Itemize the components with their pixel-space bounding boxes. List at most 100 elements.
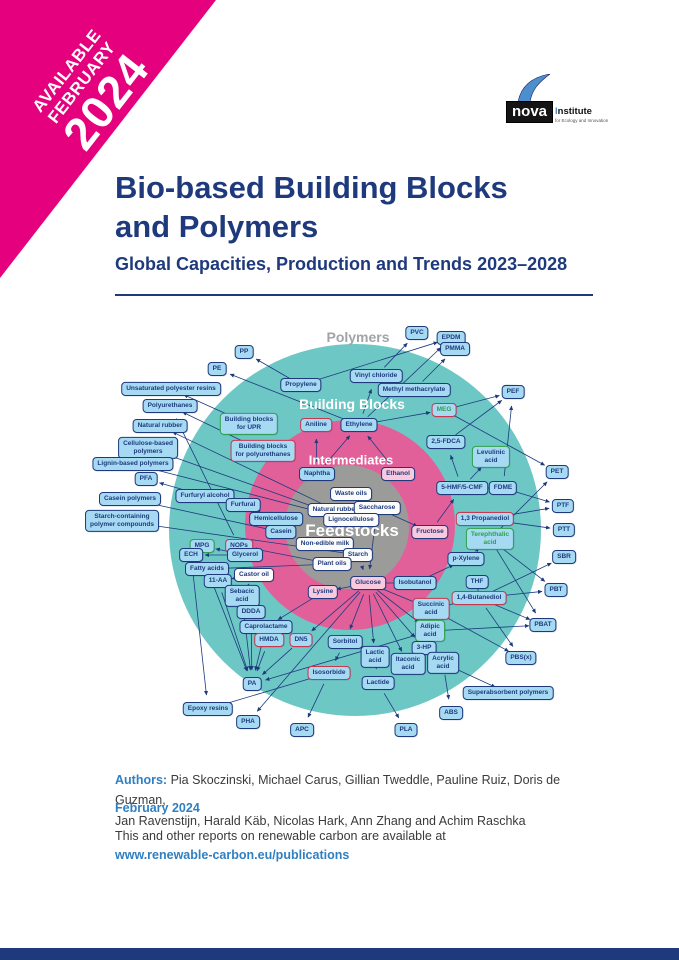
node-aa11: 11-AA — [203, 573, 233, 589]
title-line1: Bio-based Building Blocks — [115, 170, 508, 205]
authors-line2: Jan Ravenstijn, Harald Käb, Nicolas Hark… — [115, 813, 526, 828]
node-lignocellulose: Lignocellulose — [323, 512, 379, 528]
node-caseinpoly: Casein polymers — [98, 491, 162, 507]
node-lysine: Lysine — [307, 584, 339, 600]
footer-bar — [0, 948, 679, 960]
node-fdme: FDME — [488, 480, 518, 496]
diagram: Polymers Building Blocks Intermediates Feed… — [0, 318, 679, 750]
authors-label: Authors: — [115, 772, 168, 787]
node-hmf: 5-HMF/5-CMF — [436, 480, 488, 496]
node-pdo13: 1,3 Propanediol — [455, 511, 515, 527]
node-upresins: Unsaturated polyester resins — [121, 381, 221, 397]
node-ptt: PTT — [552, 522, 576, 538]
node-cellpoly: Cellulose-based polymers — [118, 436, 178, 460]
node-mma: Methyl methacrylate — [377, 382, 451, 398]
node-fructose: Fructose — [411, 524, 449, 540]
node-pxylene: p-Xylene — [447, 551, 485, 567]
node-adipic: Adipic acid — [415, 619, 445, 643]
node-pha: PHA — [236, 714, 260, 730]
node-itaconic: Itaconic acid — [390, 652, 426, 676]
node-pvc: PVC — [405, 325, 429, 341]
node-propylene: Propylene — [280, 377, 322, 393]
node-sebacic: Sebacic acid — [224, 584, 260, 608]
node-pa: PA — [242, 676, 262, 692]
node-ddda: DDDA — [236, 604, 266, 620]
node-pef: PEF — [501, 384, 525, 400]
node-pla: PLA — [394, 722, 418, 738]
node-starchpoly: Starch-containing polymer compounds — [85, 509, 159, 533]
node-hmda: HMDA — [254, 632, 284, 648]
node-sorbitol: Sorbitol — [327, 634, 363, 650]
logo-wordmark: nova Institute for Ecology and Innovatio… — [506, 101, 608, 123]
node-bbupr: Building blocks for UPR — [219, 412, 279, 436]
node-fdca: 2,5-FDCA — [426, 434, 466, 450]
node-tpa: Terephthalic acid — [465, 527, 515, 551]
ring-label-polymers: Polymers — [326, 329, 390, 345]
node-pet: PET — [545, 464, 569, 480]
node-furfural: Furfural — [225, 497, 261, 513]
node-milk: Non-edible milk — [295, 536, 355, 552]
node-pbsx: PBS(x) — [505, 650, 537, 666]
institute-label: Institute — [555, 105, 592, 117]
node-hemicellulose: Hemicellulose — [249, 511, 303, 527]
title-divider — [115, 294, 593, 296]
node-pur: Polyurethanes — [142, 398, 198, 414]
nova-institute-logo: nova Institute for Ecology and Innovatio… — [506, 74, 621, 129]
node-abs: ABS — [439, 705, 463, 721]
node-sbr: SBR — [552, 549, 576, 565]
note-text: This and other reports on renewable carb… — [115, 829, 446, 843]
node-apc: APC — [290, 722, 314, 738]
node-isobutanol: Isobutanol — [393, 575, 437, 591]
page-title: Bio-based Building Blocks and Polymers — [115, 168, 508, 246]
nova-swoosh-icon — [517, 74, 551, 102]
title-line2: and Polymers — [115, 209, 319, 245]
node-isosorbide: Isosorbide — [307, 665, 351, 681]
node-casein: Casein — [265, 524, 297, 540]
publication-date: February 2024 — [115, 801, 200, 815]
node-natrub_o: Natural rubber — [132, 418, 188, 434]
node-levulinic: Levulinic acid — [471, 445, 511, 469]
ring-label-building-blocks: Building Blocks — [299, 396, 405, 412]
node-acrylic: Acrylic acid — [427, 651, 459, 675]
node-ethylene: Ethylene — [340, 417, 378, 433]
node-pfa: PFA — [134, 471, 158, 487]
node-pbat: PBAT — [529, 617, 557, 633]
publications-link[interactable]: www.renewable-carbon.eu/publications — [115, 847, 350, 862]
node-thf: THF — [465, 574, 489, 590]
ring-label-intermediates: Intermediates — [308, 452, 394, 468]
node-pp: PP — [234, 344, 254, 360]
node-lactide: Lactide — [361, 675, 395, 691]
node-wasteoils: Waste oils — [330, 486, 372, 502]
node-succinic: Succinic acid — [412, 597, 450, 621]
node-epoxy: Epoxy resins — [182, 701, 234, 717]
node-bbpu: Building blocks for polyurethanes — [230, 439, 296, 463]
nova-logo-text: nova — [506, 101, 554, 123]
node-pe: PE — [207, 361, 227, 377]
node-meg: MEG — [431, 402, 457, 418]
node-pmma: PMMA — [440, 341, 470, 357]
node-glucose: Glucose — [350, 575, 386, 591]
node-pbt: PBT — [544, 582, 568, 598]
node-lactic: Lactic acid — [360, 645, 390, 669]
node-castoroil: Castor oil — [234, 567, 274, 583]
authors-line1: Pia Skoczinski, Michael Carus, Gillian T… — [115, 772, 561, 808]
node-aniline: Aniline — [300, 417, 332, 433]
page-subtitle: Global Capacities, Production and Trends… — [115, 254, 568, 274]
diagram-edges — [135, 341, 552, 719]
node-vinylchloride: Vinyl chloride — [349, 368, 403, 384]
node-sap: Superabsorbent polymers — [462, 685, 554, 701]
logo-tagline: for Ecology and Innovation — [555, 117, 609, 123]
node-ligninpoly: Lignin-based polymers — [92, 456, 174, 472]
node-ethanol: Ethanol — [381, 466, 415, 482]
node-ech: ECH — [179, 547, 203, 563]
node-ptf: PTF — [551, 498, 575, 514]
availability-note: This and other reports on renewable carb… — [115, 827, 446, 865]
node-naphtha: Naphtha — [299, 466, 335, 482]
node-dn5: DN5 — [289, 632, 313, 648]
node-bdo14: 1,4-Butanediol — [451, 590, 507, 606]
authors-block: Authors: Pia Skoczinski, Michael Carus, … — [115, 770, 605, 832]
node-capro: Caprolactame — [239, 619, 293, 635]
node-plantoils: Plant oils — [312, 556, 352, 572]
node-glycerol: Glycerol — [226, 547, 264, 563]
